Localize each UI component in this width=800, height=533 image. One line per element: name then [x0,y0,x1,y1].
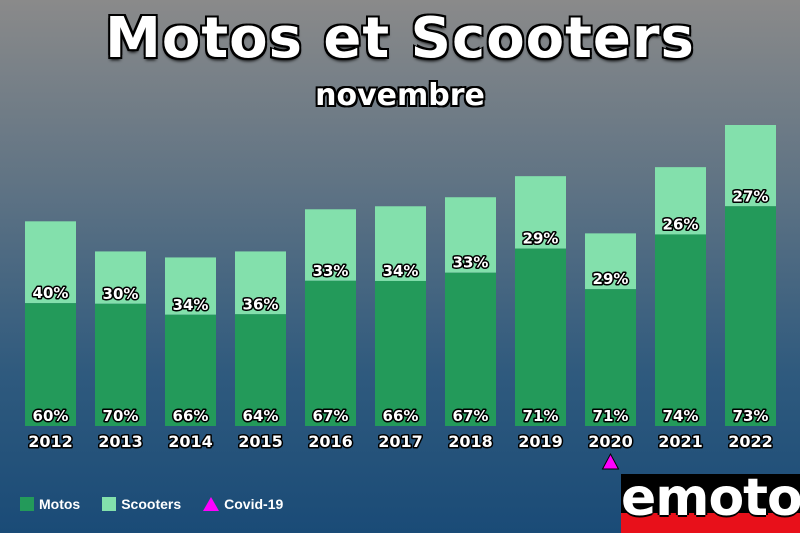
bar-scooters-2016 [305,209,356,281]
legend-label-covid: Covid-19 [224,496,284,512]
emoto-logo[interactable]: emoto [621,474,800,533]
x-tick-label-2019: 2019 [518,432,563,451]
x-tick-label-2015: 2015 [238,432,283,451]
data-label-scooters-2016: 33% [313,262,349,280]
chart-subtitle: novembre [315,78,485,113]
bar-scooters-2012 [25,221,76,304]
logo-red-band [621,513,800,533]
logo-text: emoto [621,474,800,528]
data-label-scooters-2020: 29% [593,270,629,288]
x-tick-label-2020: 2020 [588,432,633,451]
data-label-motos-2018: 67% [453,407,489,425]
data-label-scooters-2019: 29% [523,230,559,248]
bar-motos-2017 [375,280,426,426]
data-label-motos-2016: 67% [313,407,349,425]
x-tick-label-2017: 2017 [378,432,423,451]
legend-item-covid: Covid-19 [203,496,283,512]
data-label-motos-2020: 71% [593,407,629,425]
data-label-motos-2012: 60% [33,407,69,425]
data-label-scooters-2013: 30% [103,285,139,303]
legend-item-scooters: Scooters [102,496,181,512]
bar-scooters-2019 [515,176,566,249]
bar-scooters-2021 [655,167,706,235]
bar-motos-2014 [165,314,216,426]
covid-marker-2020 [601,452,620,470]
x-tick-label-2014: 2014 [168,432,213,451]
bar-scooters-2020 [585,233,636,290]
legend-label-motos: Motos [39,496,81,512]
data-label-scooters-2015: 36% [243,295,279,313]
data-label-scooters-2018: 33% [453,254,489,272]
legend-label-scooters: Scooters [121,496,182,512]
data-label-motos-2015: 64% [243,407,279,425]
data-label-motos-2022: 73% [733,407,769,425]
x-tick-label-2022: 2022 [728,432,773,451]
bar-motos-2015 [235,314,286,426]
bar-motos-2012 [25,303,76,426]
x-tick-label-2021: 2021 [658,432,703,451]
bar-motos-2016 [305,280,356,426]
bar-motos-2018 [445,272,496,426]
data-label-scooters-2012: 40% [33,284,69,302]
covid-triangle-icon [203,497,220,511]
data-label-motos-2017: 66% [383,407,419,425]
bar-motos-2022 [725,206,776,426]
legend: Motos Scooters Covid-19 [20,496,295,512]
bar-scooters-2013 [95,251,146,304]
bar-motos-2013 [95,303,146,426]
bar-motos-2020 [585,289,636,426]
x-tick-label-2012: 2012 [28,432,73,451]
data-label-motos-2014: 66% [173,407,209,425]
x-tick-label-2018: 2018 [448,432,493,451]
data-label-scooters-2021: 26% [663,215,699,233]
legend-item-motos: Motos [20,496,80,512]
chart-title: Motos et Scooters [105,6,695,71]
bar-motos-2019 [515,248,566,426]
data-label-motos-2013: 70% [103,407,139,425]
data-label-scooters-2022: 27% [733,187,769,205]
data-label-motos-2019: 71% [523,407,559,425]
data-label-scooters-2017: 34% [383,262,419,280]
bar-scooters-2017 [375,206,426,281]
bar-scooters-2022 [725,125,776,207]
data-label-scooters-2014: 34% [173,296,209,314]
bar-motos-2021 [655,234,706,426]
x-tick-label-2013: 2013 [98,432,143,451]
legend-swatch-motos [20,497,34,511]
bar-scooters-2014 [165,257,216,315]
data-label-motos-2021: 74% [663,407,699,425]
legend-swatch-scooters [102,497,117,511]
bar-scooters-2015 [235,251,286,315]
x-tick-label-2016: 2016 [308,432,353,451]
bar-scooters-2018 [445,197,496,273]
